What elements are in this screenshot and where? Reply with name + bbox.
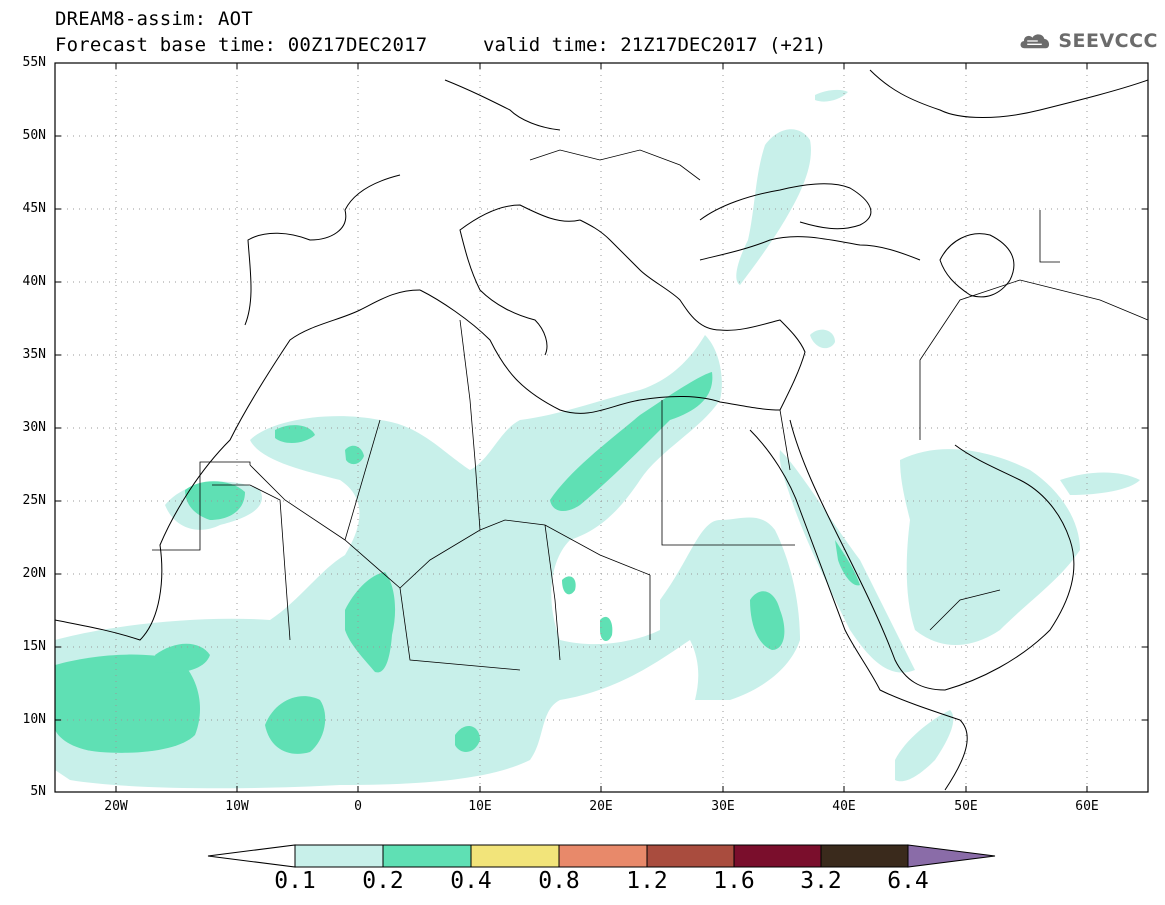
colorbar-label: 1.2 bbox=[626, 868, 668, 894]
map-title: DREAM8-assim: AOT bbox=[55, 8, 253, 30]
colorbar-label: 6.4 bbox=[887, 868, 929, 894]
valid-time: valid time: 21Z17DEC2017 (+21) bbox=[483, 34, 827, 56]
colorbar-label: 0.4 bbox=[450, 868, 492, 894]
lon-label: 10E bbox=[468, 799, 492, 814]
lat-label: 20N bbox=[22, 566, 46, 581]
colorbar bbox=[207, 844, 996, 868]
lat-label: 45N bbox=[22, 201, 46, 216]
lat-label: 35N bbox=[22, 347, 46, 362]
forecast-base-time: Forecast base time: 00Z17DEC2017 bbox=[55, 34, 428, 56]
lon-label: 20E bbox=[589, 799, 613, 814]
cloud-icon bbox=[1020, 34, 1050, 49]
colorbar-label: 0.2 bbox=[362, 868, 404, 894]
colorbar-bin-4 bbox=[558, 844, 648, 868]
colorbar-label: 1.6 bbox=[713, 868, 755, 894]
colorbar-low-arrow bbox=[207, 844, 296, 868]
lon-label: 30E bbox=[711, 799, 735, 814]
lon-label: 60E bbox=[1075, 799, 1099, 814]
colorbar-bin-7 bbox=[820, 844, 909, 868]
tick-marks bbox=[55, 62, 1148, 793]
lat-label: 55N bbox=[22, 55, 46, 70]
lon-label: 20W bbox=[104, 799, 128, 814]
colorbar-label: 0.8 bbox=[538, 868, 580, 894]
colorbar-label: 0.1 bbox=[274, 868, 316, 894]
colorbar-bin-1 bbox=[294, 844, 384, 868]
graticule bbox=[55, 63, 1148, 792]
logo-text: SEEVCCC bbox=[1058, 30, 1158, 52]
colorbar-bin-6 bbox=[733, 844, 822, 868]
lat-label: 15N bbox=[22, 639, 46, 654]
lon-label: 10W bbox=[225, 799, 249, 814]
colorbar-bin-5 bbox=[646, 844, 735, 868]
borders bbox=[152, 149, 1148, 671]
colorbar-bin-3 bbox=[470, 844, 560, 868]
colorbar-bin-2 bbox=[382, 844, 472, 868]
lat-label: 40N bbox=[22, 274, 46, 289]
seevccc-logo: SEEVCCC bbox=[1018, 24, 1158, 58]
lon-label: 40E bbox=[832, 799, 856, 814]
coastlines bbox=[55, 69, 1148, 791]
lat-label: 50N bbox=[22, 128, 46, 143]
lat-label: 5N bbox=[30, 784, 46, 799]
colorbar-label: 3.2 bbox=[800, 868, 842, 894]
lon-label: 0 bbox=[354, 799, 362, 814]
lat-label: 25N bbox=[22, 493, 46, 508]
aot-mid-shading bbox=[55, 372, 860, 754]
lat-label: 30N bbox=[22, 420, 46, 435]
lat-label: 10N bbox=[22, 712, 46, 727]
lon-label: 50E bbox=[954, 799, 978, 814]
colorbar-high-arrow bbox=[907, 844, 996, 868]
